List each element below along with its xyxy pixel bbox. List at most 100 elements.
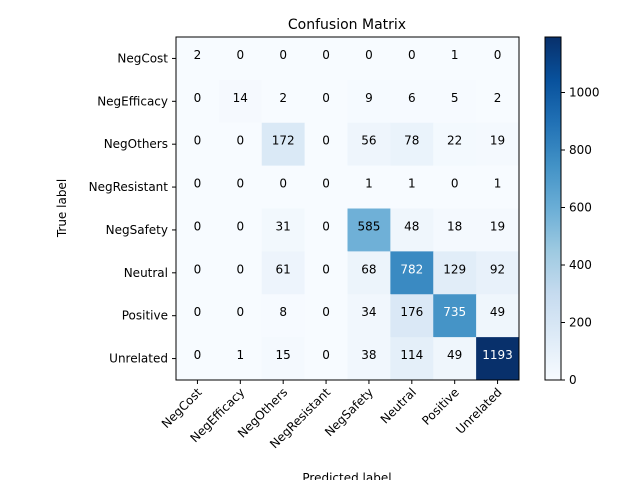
cell-value-label: 0 xyxy=(194,262,202,276)
heatmap-cell xyxy=(476,165,520,209)
heatmap-cell xyxy=(176,79,220,124)
cell-value-label: 114 xyxy=(400,348,423,362)
heatmap-cell xyxy=(390,251,434,295)
colorbar-tick-label: 600 xyxy=(569,200,592,214)
heatmap-cell xyxy=(218,165,263,209)
cell-value-label: 585 xyxy=(357,219,380,233)
colorbar-tick-label: 200 xyxy=(569,315,592,329)
heatmap-cell xyxy=(218,294,263,338)
heatmap-cell xyxy=(176,337,220,381)
heatmap-cell xyxy=(347,337,391,381)
cell-value-label: 0 xyxy=(322,305,330,319)
heatmap-cell xyxy=(390,208,434,252)
cell-value-label: 2 xyxy=(279,91,287,105)
heatmap-cell xyxy=(261,294,306,338)
cell-value-label: 0 xyxy=(236,262,244,276)
cell-value-label: 1 xyxy=(494,177,502,191)
y-axis-label: True label xyxy=(55,179,69,238)
cell-value-label: 19 xyxy=(490,134,505,148)
cell-value-label: 0 xyxy=(236,305,244,319)
heatmap-cell xyxy=(261,208,306,252)
cell-value-label: 8 xyxy=(279,305,287,319)
heatmap-cell xyxy=(304,208,348,252)
cell-value-label: 1 xyxy=(236,348,244,362)
heatmap-cell xyxy=(218,208,263,252)
heatmap-cell xyxy=(304,79,348,124)
cell-value-label: 19 xyxy=(490,219,505,233)
cell-value-label: 92 xyxy=(490,262,505,276)
cell-value-label: 68 xyxy=(361,262,376,276)
y-tick-label: Neutral xyxy=(124,266,168,280)
colorbar-gradient xyxy=(544,36,562,381)
cell-value-label: 61 xyxy=(276,262,291,276)
cell-value-label: 782 xyxy=(400,262,423,276)
colorbar-tick-label: 1000 xyxy=(569,85,600,99)
heatmap-cell xyxy=(347,251,391,295)
cell-value-label: 48 xyxy=(404,219,419,233)
heatmap-cell xyxy=(433,208,477,252)
heatmap-cell xyxy=(347,294,391,338)
heatmap-cell xyxy=(304,122,348,167)
cell-value-label: 18 xyxy=(447,219,462,233)
heatmap-cell xyxy=(218,337,263,381)
heatmap-cell xyxy=(390,79,434,124)
y-tick-label: NegSafety xyxy=(106,223,168,237)
heatmap-cell xyxy=(261,337,306,381)
heatmap-cell xyxy=(347,165,391,209)
cell-value-label: 0 xyxy=(494,48,502,62)
colorbar-tick-label: 800 xyxy=(569,143,592,157)
heatmap-cell xyxy=(347,122,391,167)
cell-value-label: 9 xyxy=(365,91,373,105)
heatmap-cell xyxy=(261,251,306,295)
cell-value-label: 0 xyxy=(194,305,202,319)
y-tick-label: NegCost xyxy=(117,51,168,65)
heatmap-cell xyxy=(176,122,220,167)
cell-value-label: 38 xyxy=(361,348,376,362)
cell-value-label: 1 xyxy=(451,48,459,62)
heatmap-cell xyxy=(433,337,477,381)
heatmap-cell xyxy=(390,294,434,338)
heatmap-cell xyxy=(433,165,477,209)
heatmap-cell xyxy=(304,251,348,295)
cell-value-label: 0 xyxy=(236,134,244,148)
cell-value-label: 34 xyxy=(361,305,376,319)
cell-value-label: 0 xyxy=(322,262,330,276)
heatmap-cell xyxy=(304,337,348,381)
y-tick-label: NegEfficacy xyxy=(97,94,168,108)
heatmap-cell xyxy=(390,122,434,167)
y-tick-label: NegOthers xyxy=(104,137,168,151)
cell-value-label: 735 xyxy=(443,305,466,319)
heatmap-cell xyxy=(433,294,477,338)
colorbar: 0 200 400 600 800 1000 xyxy=(544,36,600,387)
heatmap-cell xyxy=(390,165,434,209)
heatmap-cell xyxy=(476,208,520,252)
cell-value-label: 0 xyxy=(322,91,330,105)
colorbar-tick-label: 400 xyxy=(569,258,592,272)
cell-value-label: 15 xyxy=(276,348,291,362)
y-axis-ticks: NegCost NegEfficacy NegOthers NegResistant N… xyxy=(89,51,176,366)
y-tick-label: Unrelated xyxy=(109,352,168,366)
heatmap-cell xyxy=(176,208,220,252)
heatmap-cell xyxy=(476,122,520,167)
cell-value-label: 2 xyxy=(194,48,202,62)
x-axis-label: Predicted label xyxy=(302,471,391,480)
cell-value-label: 5 xyxy=(451,91,459,105)
heatmap-cell xyxy=(218,251,263,295)
heatmap-cell xyxy=(476,37,520,81)
heatmap-cell xyxy=(176,165,220,209)
heatmap-cell xyxy=(218,37,263,81)
heatmap-cells: 2 0 0 0 0 0 1 0 0 14 2 0 9 6 5 2 0 0 172 0 56 78 22 19 0 0 0 0 1 1 0 1 0… xyxy=(176,37,520,381)
cell-value-label: 0 xyxy=(236,219,244,233)
cell-value-label: 56 xyxy=(361,134,376,148)
cell-value-label: 1 xyxy=(365,177,373,191)
cell-value-label: 22 xyxy=(447,134,462,148)
y-tick-label: NegResistant xyxy=(89,180,169,194)
heatmap-cell xyxy=(476,79,520,124)
heatmap-cell xyxy=(304,165,348,209)
heatmap-cell xyxy=(347,79,391,124)
heatmap-cell xyxy=(261,79,306,124)
cell-value-label: 0 xyxy=(322,219,330,233)
heatmap-cell xyxy=(433,37,477,81)
heatmap-cell xyxy=(218,79,263,124)
cell-value-label: 0 xyxy=(279,48,287,62)
